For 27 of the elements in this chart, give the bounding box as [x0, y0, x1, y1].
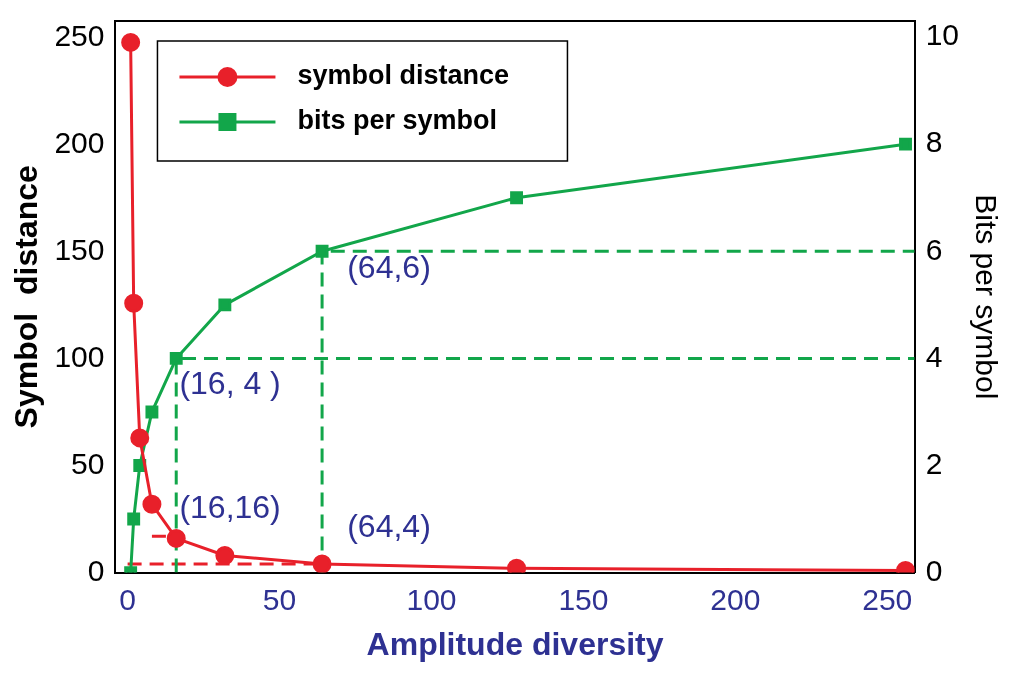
y-tick-label: 50	[71, 446, 105, 480]
x-axis-title: Amplitude diversity	[366, 625, 664, 662]
y-tick-label: 0	[87, 553, 105, 587]
x-tick-label: 250	[862, 582, 913, 616]
y2-tick-label: 4	[925, 339, 943, 373]
y-tick-label: 200	[54, 126, 105, 160]
y-tick-label: 150	[54, 233, 105, 267]
legend-label: bits per symbol	[297, 105, 497, 136]
x-tick-label: 50	[262, 582, 297, 616]
annotation: (64,4)	[347, 508, 431, 545]
x-tick-label: 200	[710, 582, 761, 616]
x-tick-label: 100	[406, 582, 457, 616]
y-tick-label: 100	[54, 340, 105, 374]
annotation: (64,6)	[347, 249, 431, 286]
x-tick-label: 0	[119, 582, 136, 616]
y2-tick-label: 8	[925, 125, 943, 159]
y2-tick-label: 2	[925, 446, 943, 480]
y2-tick-label: 10	[925, 18, 960, 52]
y2-tick-label: 6	[925, 232, 943, 266]
y-axis-title: Symbol distance	[8, 165, 45, 429]
annotation: (16,16)	[179, 488, 281, 525]
y-tick-label: 250	[54, 19, 105, 53]
annotation: (16, 4 )	[179, 364, 281, 401]
legend-label: symbol distance	[297, 60, 510, 91]
y2-tick-label: 0	[925, 553, 943, 587]
x-tick-label: 150	[558, 582, 609, 616]
y2-axis-title: Bits per symbol	[969, 194, 1003, 400]
